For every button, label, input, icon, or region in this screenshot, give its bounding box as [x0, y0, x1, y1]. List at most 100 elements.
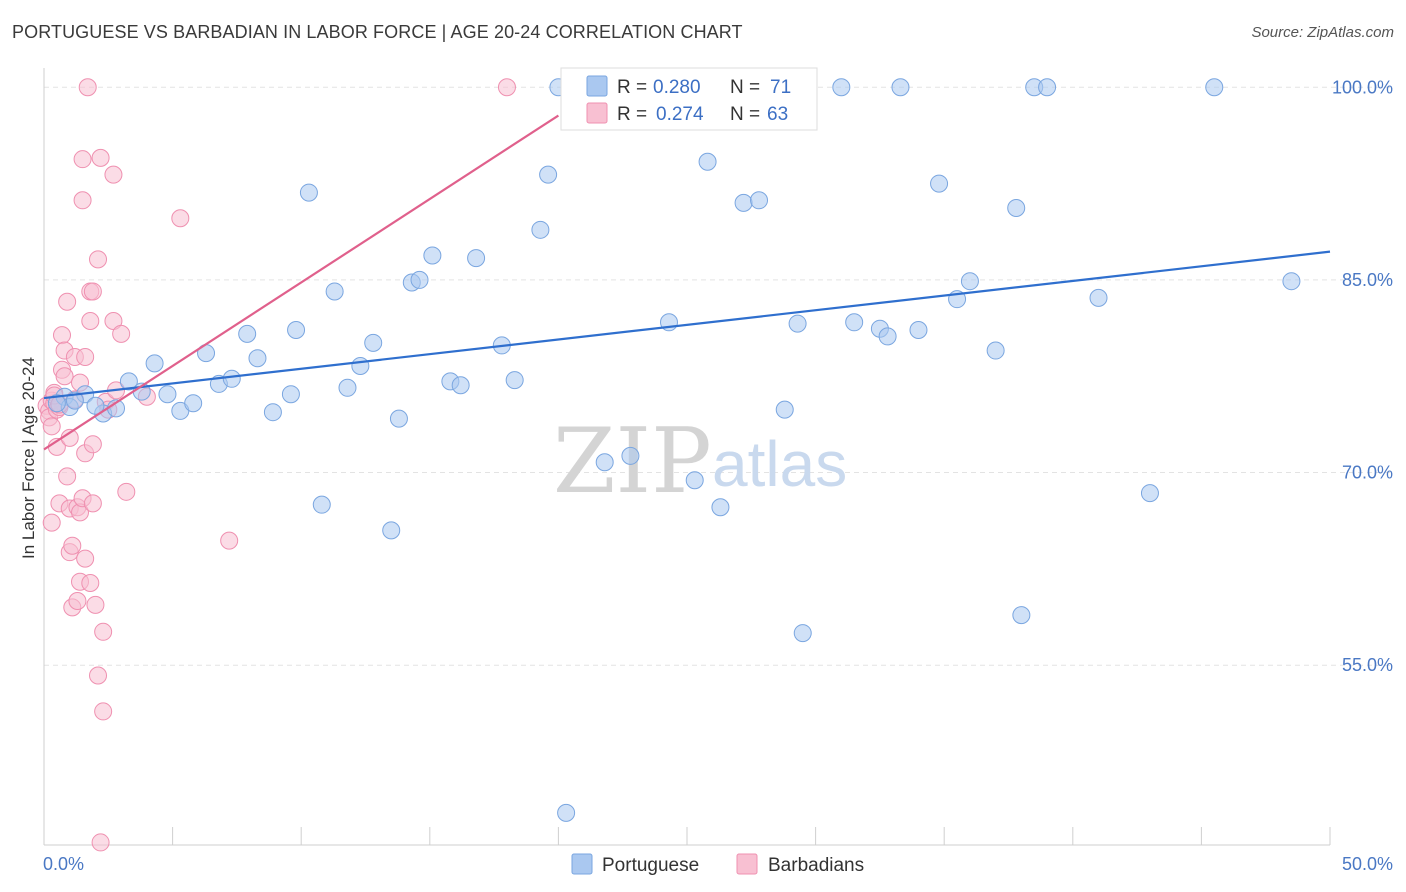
x-tick-label-min: 0.0%: [43, 854, 84, 874]
barbadian-point: [117, 482, 136, 501]
legend-r-value-barbadian: 0.274: [656, 104, 704, 125]
portuguese-point: [338, 378, 357, 397]
portuguese-point: [467, 249, 486, 268]
portuguese-point: [158, 385, 177, 404]
legend-n-value-portuguese: 71: [770, 77, 791, 98]
legend-n-label-barbadian: N =: [730, 104, 760, 125]
barbadian-point: [81, 312, 100, 331]
portuguese-point: [1012, 606, 1031, 625]
portuguese-point: [557, 803, 576, 822]
barbadian-point: [53, 326, 72, 345]
portuguese-point: [248, 349, 267, 368]
portuguese-point: [621, 446, 640, 465]
legend-r-value-portuguese: 0.280: [653, 77, 701, 98]
barbadian-point: [83, 282, 102, 301]
portuguese-point: [1007, 198, 1026, 217]
barbadian-point: [94, 622, 113, 641]
portuguese-point: [960, 272, 979, 291]
portuguese-point: [281, 385, 300, 404]
barbadian-point: [42, 513, 61, 532]
portuguese-point: [47, 394, 66, 413]
barbadian-points: [37, 78, 516, 852]
correlation-legend: R = 0.280 N = 71 R = 0.274 N = 63: [560, 67, 818, 131]
portuguese-point: [410, 270, 429, 289]
barbadian-point: [81, 574, 100, 593]
y-axis-label: In Labor Force | Age 20-24: [19, 357, 38, 559]
barbadian-point: [497, 78, 516, 97]
portuguese-point: [1282, 272, 1301, 291]
barbadian-point: [91, 833, 110, 852]
series-legend-barbadians: Barbadians: [768, 855, 864, 876]
portuguese-point: [287, 320, 306, 339]
source-credit: Source: ZipAtlas.com: [1251, 24, 1394, 41]
barbadian-point: [63, 536, 82, 555]
portuguese-point: [505, 371, 524, 390]
portuguese-point: [238, 324, 257, 343]
portuguese-point: [145, 354, 164, 373]
barbadian-point: [171, 209, 190, 228]
portuguese-point: [423, 246, 442, 265]
barbadian-point: [89, 250, 108, 269]
barbadian-point: [78, 78, 97, 97]
watermark-atlas: atlas: [712, 428, 847, 500]
barbadian-point: [58, 467, 77, 486]
portuguese-point: [184, 394, 203, 413]
series-legend: Portuguese Barbadians: [571, 853, 864, 876]
y-tick-labels: 100.0% 85.0% 70.0% 55.0%: [1332, 77, 1393, 675]
portuguese-point: [222, 369, 241, 388]
portuguese-point: [734, 193, 753, 212]
portuguese-points: [47, 78, 1301, 822]
barbadian-point: [73, 191, 92, 210]
portuguese-point: [65, 391, 84, 410]
legend-r-label-portuguese: R =: [617, 77, 647, 98]
barbadian-point: [94, 702, 113, 721]
barbadian-point: [42, 417, 61, 436]
portuguese-point: [775, 400, 794, 419]
trend-lines: [43, 114, 1331, 451]
portuguese-point: [1038, 78, 1057, 97]
portuguese-point: [711, 498, 730, 517]
portuguese-point: [986, 341, 1005, 360]
portuguese-point: [793, 624, 812, 643]
portuguese-point: [86, 396, 105, 415]
portuguese-point: [891, 78, 910, 97]
portuguese-point: [878, 327, 897, 346]
portuguese-point: [389, 409, 408, 428]
portuguese-point: [909, 320, 928, 339]
portuguese-trend-line: [43, 250, 1331, 400]
portuguese-point: [1140, 484, 1159, 503]
portuguese-point: [312, 495, 331, 514]
barbadian-trend-line: [43, 114, 559, 451]
series-legend-swatch-barbadians: [736, 853, 758, 875]
portuguese-point: [595, 453, 614, 472]
legend-r-label-barbadian: R =: [617, 104, 647, 125]
legend-swatch-barbadian: [586, 102, 608, 124]
portuguese-point: [263, 403, 282, 422]
portuguese-point: [451, 376, 470, 395]
portuguese-point: [788, 314, 807, 333]
barbadian-point: [104, 165, 123, 184]
barbadian-point: [83, 435, 102, 454]
barbadian-point: [73, 150, 92, 169]
barbadian-point: [58, 292, 77, 311]
barbadian-point: [83, 494, 102, 513]
portuguese-point: [698, 152, 717, 171]
legend-swatch-portuguese: [586, 75, 608, 97]
barbadian-point: [86, 595, 105, 614]
portuguese-point: [832, 78, 851, 97]
barbadian-point: [76, 347, 95, 366]
y-tick-label: 85.0%: [1342, 270, 1393, 290]
x-tick-label-max: 50.0%: [1342, 854, 1393, 874]
y-tick-label: 70.0%: [1342, 463, 1393, 483]
portuguese-point: [750, 191, 769, 210]
portuguese-point: [382, 521, 401, 540]
portuguese-point: [1205, 78, 1224, 97]
watermark: ZIP atlas: [553, 409, 847, 514]
barbadian-point: [68, 591, 87, 610]
portuguese-point: [351, 356, 370, 375]
barbadian-point: [220, 531, 239, 550]
barbadian-point: [76, 549, 95, 568]
legend-n-label-portuguese: N =: [730, 77, 760, 98]
y-tick-label: 55.0%: [1342, 655, 1393, 675]
